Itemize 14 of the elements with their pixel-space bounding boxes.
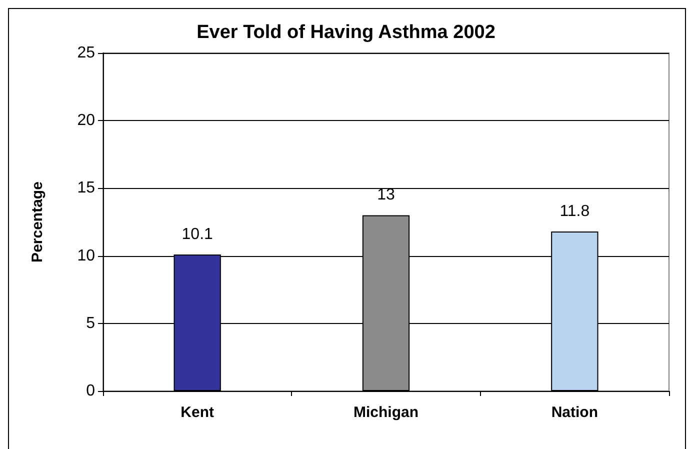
data-label: 10.1 bbox=[182, 226, 214, 243]
data-label: 13 bbox=[377, 186, 395, 204]
chart-title: Ever Told of Having Asthma 2002 bbox=[196, 22, 496, 43]
x-tick-label: Kent bbox=[180, 404, 214, 421]
x-tick-label: Michigan bbox=[353, 404, 419, 421]
y-tick-label: 25 bbox=[77, 44, 96, 62]
y-axis-title: Percentage bbox=[29, 182, 46, 262]
y-tick-label: 10 bbox=[77, 247, 96, 264]
y-tick-label: 0 bbox=[86, 382, 96, 400]
y-tick-label: 15 bbox=[77, 180, 96, 197]
data-label: 11.8 bbox=[560, 202, 590, 220]
x-tick-label: Nation bbox=[551, 404, 598, 421]
y-tick-label: 5 bbox=[86, 314, 96, 332]
y-tick-label: 20 bbox=[77, 112, 96, 130]
